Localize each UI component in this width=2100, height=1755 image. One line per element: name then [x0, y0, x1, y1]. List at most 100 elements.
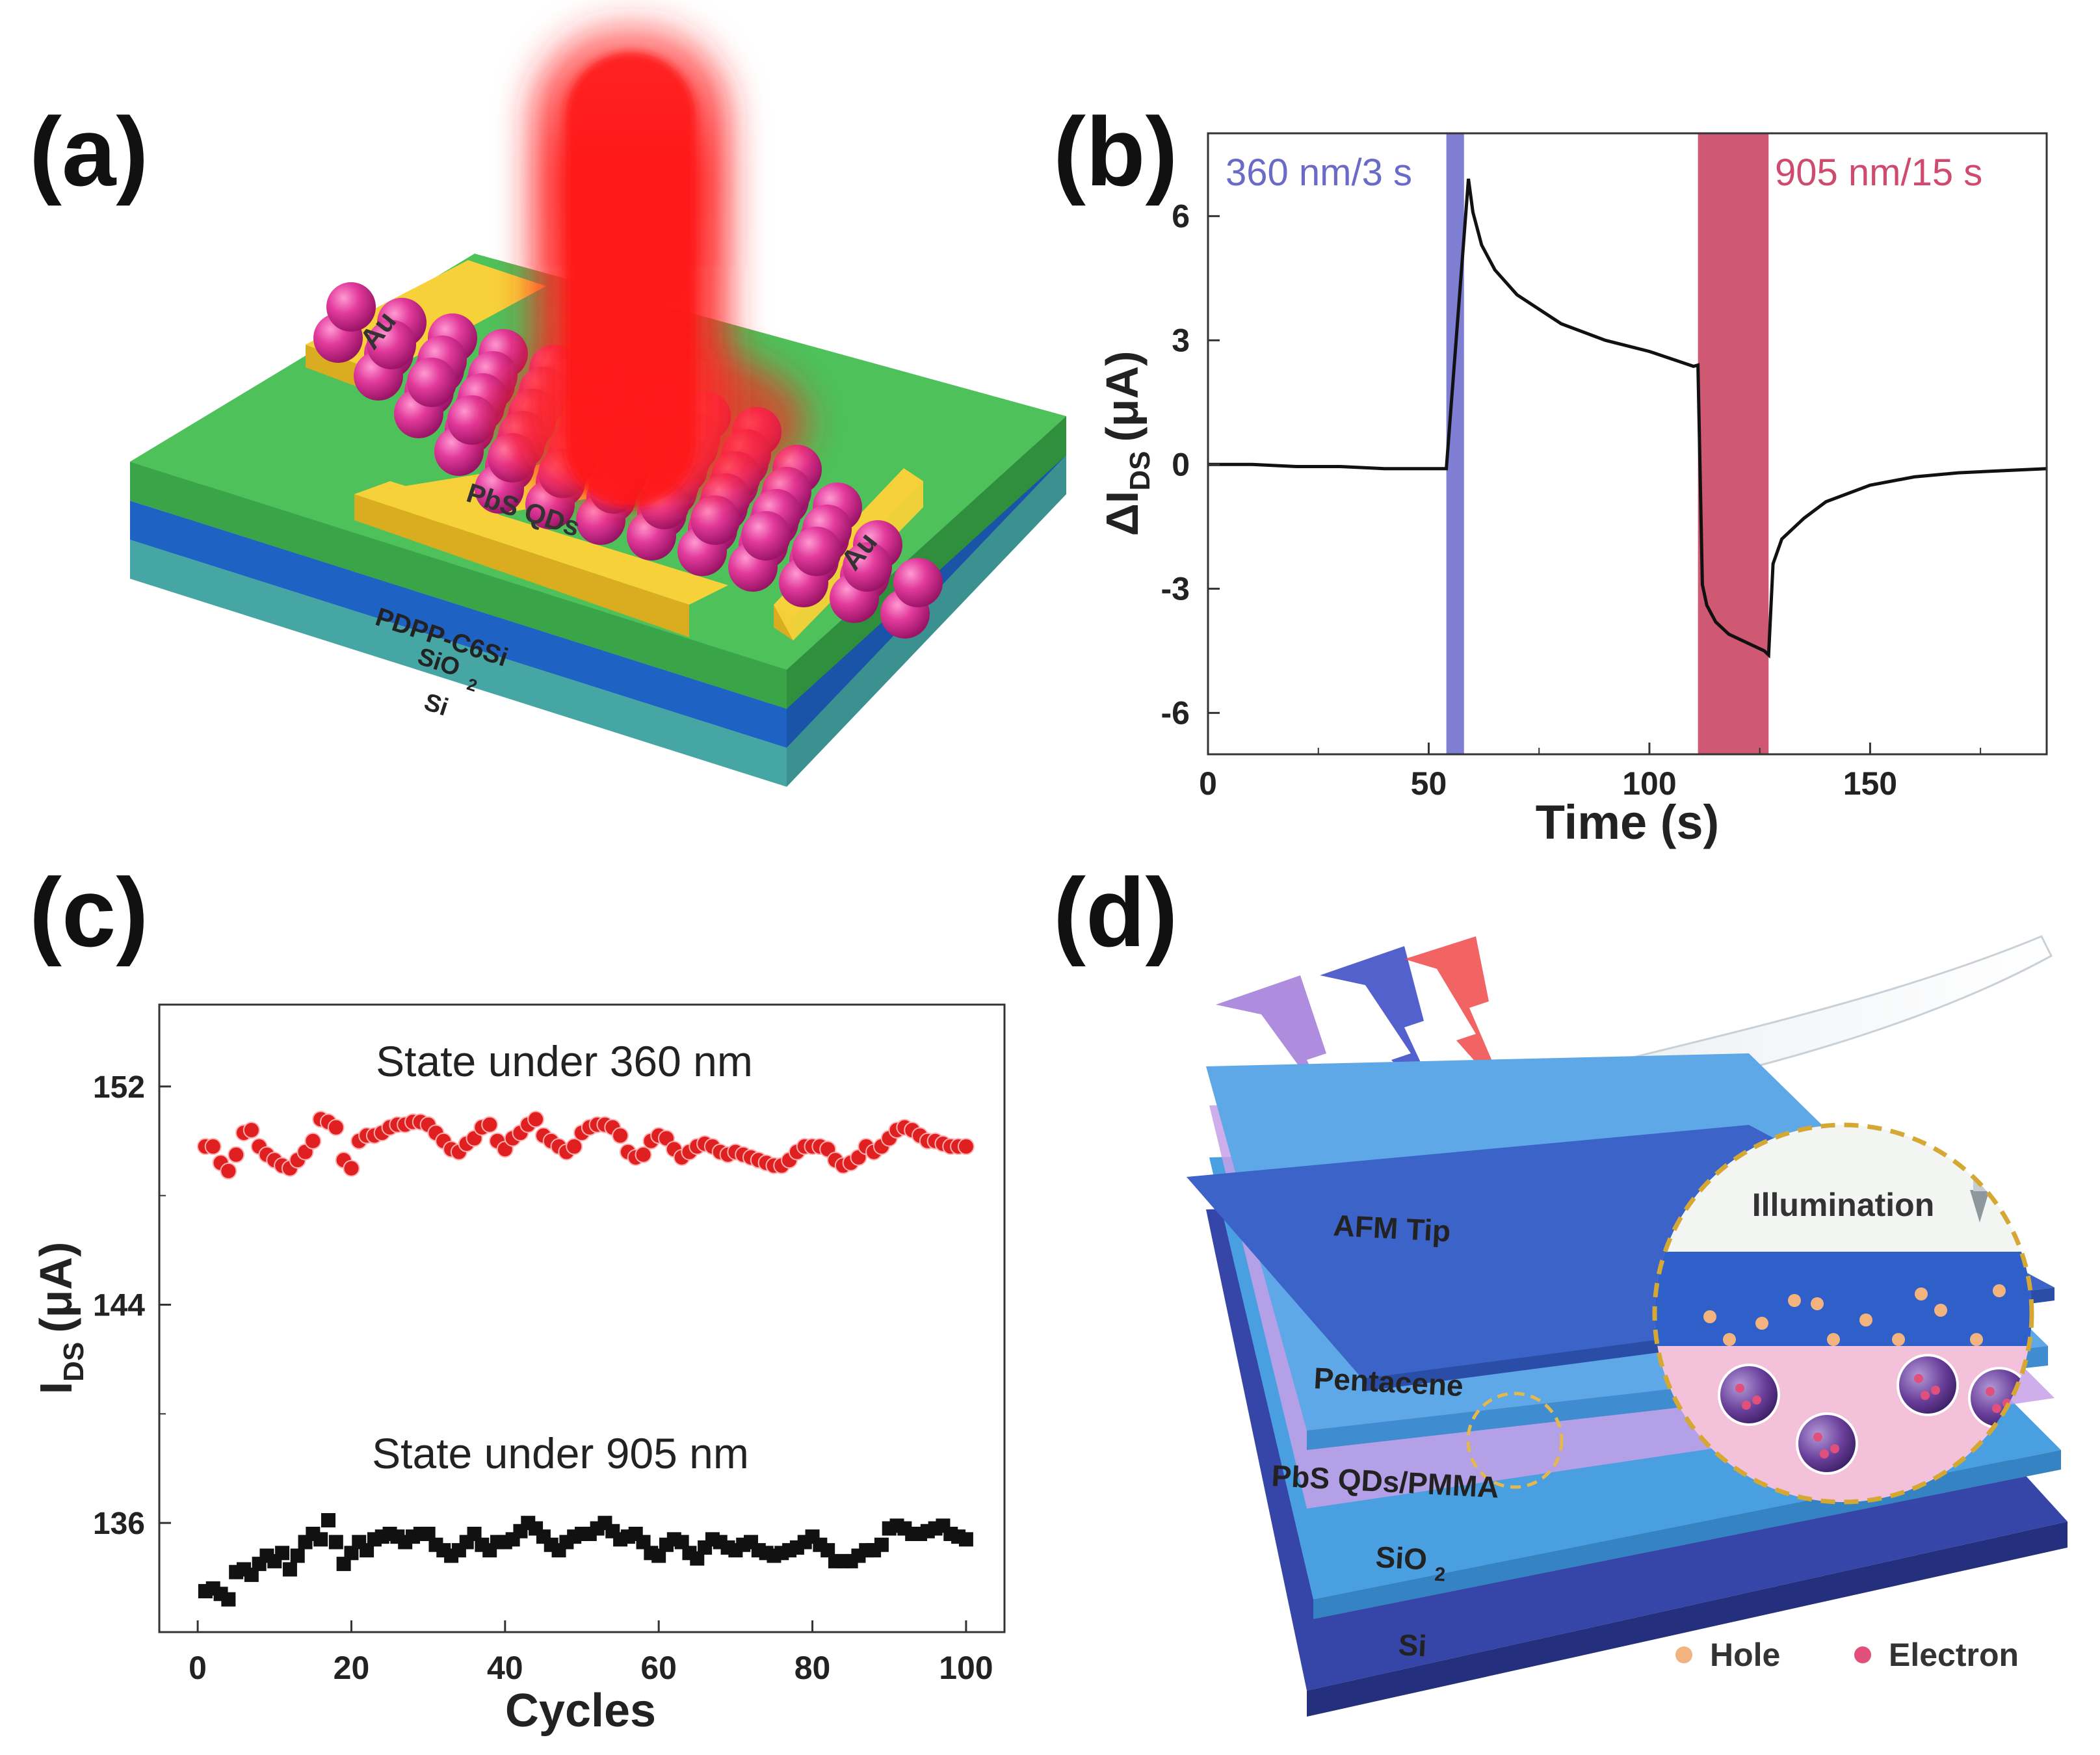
b-y-tick-label: 6: [1172, 198, 1190, 234]
b-x-ticks: 0 50 100 150: [1199, 743, 1982, 802]
b-y-tick-label: 0: [1172, 446, 1190, 482]
panel-d-label: (d): [1053, 858, 1178, 967]
inset-hole-dot: [1934, 1304, 1947, 1317]
b-y-axis-label: ΔIDS (μA): [1097, 351, 1156, 536]
laser-beam: [494, 26, 806, 507]
inset-border: [1652, 1122, 2034, 1505]
b-y-ticks: -6 -3 0 3 6: [1161, 198, 1220, 731]
c-y-label-main: I: [31, 1382, 81, 1394]
hole-legend-label: Hole: [1710, 1637, 1780, 1673]
c-point-905: [958, 1532, 973, 1547]
c-x-axis-label: Cycles: [505, 1685, 656, 1737]
inset-hole-dot: [1993, 1284, 2006, 1297]
c-point-360: [527, 1111, 545, 1128]
inset-hole-dot: [1703, 1310, 1716, 1323]
c-point-360: [343, 1159, 360, 1177]
c-point-905: [244, 1567, 259, 1582]
c-label-360: State under 360 nm: [376, 1037, 753, 1085]
au-electrode-front-left-top: [354, 481, 728, 605]
c-point-360: [635, 1146, 652, 1163]
c-point-905: [674, 1535, 689, 1550]
c-point-360: [243, 1122, 260, 1139]
c-x-tick-label: 40: [487, 1650, 523, 1686]
si-layer-d-front: [1307, 1522, 2067, 1717]
inset-electron-dot: [1986, 1387, 1995, 1396]
b-x-tick-label: 50: [1411, 765, 1447, 802]
inset-electron-dot: [1735, 1384, 1744, 1393]
b-pulse1-label: 360 nm/3 s: [1226, 152, 1412, 194]
c-point-905: [282, 1562, 297, 1577]
device-stack-a: Au Au PbS QDs PDPP-C6Si SiO 2 Si: [130, 26, 1066, 787]
c-y-ticks: 136 144 152: [93, 1070, 171, 1541]
si-label-a: Si: [421, 689, 451, 722]
inset-hole-dot: [1755, 1317, 1768, 1330]
inset-hole-dot: [1892, 1333, 1905, 1346]
inset-qd: [1796, 1412, 1858, 1475]
inset-title: Illumination: [1752, 1187, 1935, 1223]
inset-qd: [1718, 1364, 1780, 1426]
inset-hole-dot: [1827, 1333, 1840, 1346]
sio2-label-d: SiO: [1374, 1540, 1428, 1576]
panel-a: (a): [29, 26, 1066, 787]
c-point-360: [612, 1127, 629, 1144]
inset-electron-dot: [1820, 1449, 1829, 1458]
c-point-905: [313, 1532, 328, 1547]
b-x-axis-label: Time (s): [1536, 795, 1719, 849]
c-point-360: [957, 1138, 975, 1155]
b-y-tick-label: 3: [1172, 322, 1190, 358]
b-series-line: [1208, 178, 2047, 659]
qd-sphere: [447, 395, 497, 445]
b-y-label-main: ΔI: [1097, 491, 1148, 536]
qd-sphere: [843, 542, 892, 592]
c-point-905: [221, 1592, 236, 1607]
si-label-d: Si: [1397, 1628, 1427, 1663]
c-point-360: [220, 1162, 237, 1180]
c-y-label-unit: (μA): [31, 1242, 81, 1333]
b-x-tick-label: 100: [1622, 765, 1676, 802]
inset-holes: [1703, 1284, 2006, 1346]
inset-electron-dot: [1742, 1401, 1751, 1410]
c-x-tick-label: 100: [939, 1650, 993, 1686]
c-point-905: [360, 1543, 374, 1558]
c-series-360: [196, 1111, 975, 1180]
c-x-tick-label: 20: [334, 1650, 370, 1686]
inset-electron-dot: [1813, 1432, 1822, 1442]
b-shaded-regions: [1446, 133, 1769, 754]
inset-electron-dot: [1914, 1374, 1923, 1383]
c-point-360: [327, 1118, 345, 1136]
b-y-label-unit: (μA): [1097, 351, 1148, 442]
b-x-tick-label: 0: [1199, 765, 1217, 802]
c-x-tick-label: 80: [794, 1650, 831, 1686]
c-point-905: [344, 1546, 359, 1561]
sio2-subscript-d: 2: [1434, 1564, 1446, 1586]
chart-c: 0 20 40 60 80 100 136 144 152 State under 360 n…: [31, 1003, 1006, 1737]
b-x-tick-label: 150: [1843, 765, 1897, 802]
inset-hole-dot: [1788, 1294, 1801, 1307]
c-point-905: [820, 1543, 835, 1558]
panel-c: (c) 0 20 40 60 80 100 136 144 152 State under 3…: [29, 858, 1006, 1737]
c-point-905: [651, 1548, 666, 1563]
qd-sphere: [367, 320, 416, 369]
lightning-red-icon: [1404, 936, 1508, 1099]
c-y-axis-label: IDS (μA): [31, 1242, 90, 1395]
inset-electron-dot: [1830, 1444, 1839, 1453]
c-y-label-sub: DS: [58, 1342, 90, 1382]
c-plot-frame: [158, 1003, 1006, 1633]
electron-icon: [1854, 1646, 1871, 1663]
inset-qd: [1897, 1354, 1959, 1416]
c-point-360: [481, 1116, 499, 1133]
b-y-tick-label: -3: [1161, 570, 1190, 607]
c-point-905: [290, 1548, 305, 1563]
inset-electron-dot: [1931, 1386, 1940, 1395]
chart-b: 0 50 100 150 -6 -3 0 3 6 360 nm/3 s 905 nm/15 s…: [1097, 132, 2048, 849]
c-point-905: [321, 1512, 335, 1527]
c-point-905: [336, 1557, 351, 1572]
c-y-tick-label: 144: [93, 1289, 145, 1323]
b-plot-frame: [1207, 132, 2048, 756]
c-point-905: [690, 1551, 705, 1566]
inset-electron-dot: [1752, 1395, 1761, 1405]
c-label-905: State under 905 nm: [372, 1429, 749, 1477]
c-point-905: [421, 1526, 436, 1541]
qd-sphere: [893, 558, 943, 607]
